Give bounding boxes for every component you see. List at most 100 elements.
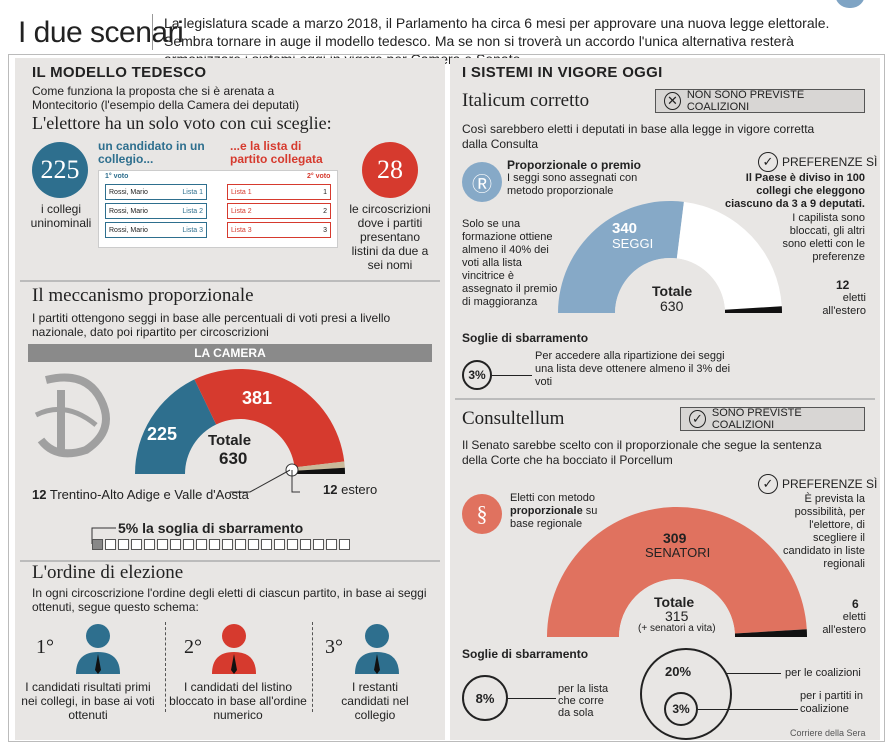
italicum-badge: ✕ NON SONO PREVISTE COALIZIONI xyxy=(655,89,865,113)
ballot-row: Rossi, Mario Lista 1 xyxy=(105,184,207,200)
italicum-hemicycle xyxy=(558,200,782,318)
ballot-row: Rossi, Mario Lista 2 xyxy=(105,203,207,219)
camera-estero-number: 12 xyxy=(323,482,338,497)
ballot-list: Lista 2 xyxy=(182,207,203,215)
consultellum-pref-text: È prevista la possibilità, per l'elettor… xyxy=(783,493,865,570)
meccanismo-title: Il meccanismo proporzionale xyxy=(32,285,254,306)
consultellum-desc: Il Senato sarebbe scelto con il proporzi… xyxy=(462,438,822,467)
camera-estero-arc xyxy=(294,467,345,474)
senato-emblem-icon: § xyxy=(462,494,502,534)
camera-total: 630 xyxy=(219,449,248,468)
ballot-list: Lista 3 xyxy=(182,226,203,234)
divider xyxy=(20,280,440,282)
soglia-box xyxy=(235,539,246,550)
ordine-col-1: 1° I candidati risultati primi nei colle… xyxy=(18,622,158,722)
soglia-box xyxy=(326,539,337,550)
camera-total-label: Totale xyxy=(208,432,252,449)
italicum-seggi-arc xyxy=(558,200,684,313)
person-icon xyxy=(355,624,399,674)
prop-title: Proporzionale o premio xyxy=(507,158,642,172)
ballot-num: 2 xyxy=(323,207,327,215)
repubblica-emblem-icon xyxy=(34,373,110,458)
soglia-coal-value: 20% xyxy=(665,664,692,679)
camera-estero-text: estero xyxy=(341,482,378,497)
italicum-estero-text: eletti all'estero xyxy=(822,292,866,317)
left-section-title: IL MODELLO TEDESCO xyxy=(32,64,207,81)
solo-text: Solo se una formazione ottiene almeno il… xyxy=(462,218,558,308)
left-intro: Come funziona la proposta che si è arena… xyxy=(32,84,300,112)
consultellum-title: Consultellum xyxy=(462,408,565,429)
consultellum-badge: ✓ SONO PREVISTE COALIZIONI xyxy=(680,407,865,431)
ordine-col-2: 2° I candidati del listino bloccato in b… xyxy=(168,622,308,722)
credit: Corriere della Sera xyxy=(790,728,866,738)
italicum-total-label: Totale xyxy=(652,283,693,299)
senato-arc xyxy=(547,507,807,637)
trentino-leader-line xyxy=(230,469,300,493)
ballot-row: Lista 1 1 xyxy=(227,184,331,200)
ballot-list: Lista 1 xyxy=(231,188,252,196)
camera-emblem-icon: Ⓡ xyxy=(462,162,502,202)
soglia-label: 5% la soglia di sbarramento xyxy=(118,520,304,536)
soglia-box xyxy=(287,539,298,550)
circoscrizioni-circle: 28 xyxy=(362,142,418,198)
soglia-box xyxy=(339,539,350,550)
italicum-badge-text: NON SONO PREVISTE COALIZIONI xyxy=(686,89,805,113)
consultellum-total: 315 xyxy=(665,608,689,624)
ballot-second-label: 2° voto xyxy=(307,173,331,180)
lista-label: ...e la lista di partito collegata xyxy=(230,139,323,166)
soglia-bracket xyxy=(91,527,116,544)
ordine-text-2: I candidati del listino bloccato in base… xyxy=(169,680,307,722)
italicum-center xyxy=(615,258,725,318)
senatori-number: 309 xyxy=(663,530,687,546)
ballot-num: 1 xyxy=(323,188,327,196)
circoscrizioni-label: le circoscrizioni dove i partiti present… xyxy=(349,202,431,272)
person-icon xyxy=(212,624,256,674)
ballot-candidate: Rossi, Mario xyxy=(109,226,148,234)
leader-line xyxy=(508,698,556,699)
pref-heading: ✓ PREFERENZE SÌ xyxy=(758,152,877,172)
camera-blue-arc xyxy=(135,379,217,474)
soglia-box xyxy=(222,539,233,550)
senato-estero-arc xyxy=(734,629,807,637)
leader-line xyxy=(698,709,798,710)
elect-text-c: su base regionale xyxy=(510,505,598,530)
soglia-box xyxy=(300,539,311,550)
italicum-rest-arc xyxy=(676,201,782,310)
soglia-boxes xyxy=(92,539,352,550)
camera-red-arc xyxy=(194,369,345,468)
prop-text: I seggi sono assegnati con metodo propor… xyxy=(507,172,638,197)
soglia-box xyxy=(209,539,220,550)
right-section-title: I SISTEMI IN VIGORE OGGI xyxy=(462,64,663,81)
ballot-left-column: Rossi, Mario Lista 1 Rossi, Mario Lista 2 … xyxy=(101,181,211,241)
soglia-coal-text: per le coalizioni xyxy=(785,667,861,679)
soglia-box xyxy=(183,539,194,550)
ballot-right-column: Lista 1 1 Lista 2 2 Lista 3 3 xyxy=(223,181,335,241)
senato-center xyxy=(619,579,735,640)
leader-line xyxy=(492,375,532,376)
ballot-sheet: 1° voto 2° voto Rossi, Mario Lista 1 Ross… xyxy=(98,170,338,248)
ballot-candidate: Rossi, Mario xyxy=(109,207,148,215)
divider xyxy=(312,622,313,712)
italicum-estero-number: 12 xyxy=(836,278,850,292)
camera-blue-value: 225 xyxy=(147,424,178,444)
trentino-text: Trentino-Alto Adige e Valle d'Aosta xyxy=(49,487,249,502)
check-circle-icon: ✓ xyxy=(758,474,778,494)
divider xyxy=(455,398,875,400)
camera-hemicycle xyxy=(135,369,345,477)
check-circle-icon: ✓ xyxy=(758,152,778,172)
voto-title: L'elettore ha un solo voto con cui scegl… xyxy=(32,113,332,133)
ordine-title: L'ordine di elezione xyxy=(32,562,184,583)
ballot-list: Lista 3 xyxy=(231,226,252,234)
seggi-number: 340 xyxy=(612,220,638,237)
soglia-box xyxy=(157,539,168,550)
camera-estero-label: 12 estero xyxy=(323,482,377,497)
coalizioni-circle xyxy=(640,648,732,740)
senato-hemicycle xyxy=(547,507,807,640)
soglia-3-circle: 3% xyxy=(462,360,492,390)
infographic-frame xyxy=(8,54,885,742)
meccanismo-text: I partiti ottengono seggi in base alle p… xyxy=(32,311,391,339)
consultellum-soglie-title: Soglie di sbarramento xyxy=(462,647,589,661)
soglia-8-circle: 8% xyxy=(462,675,508,721)
italicum-title: Italicum corretto xyxy=(462,90,590,111)
ordine-rank: 1° xyxy=(36,636,54,658)
